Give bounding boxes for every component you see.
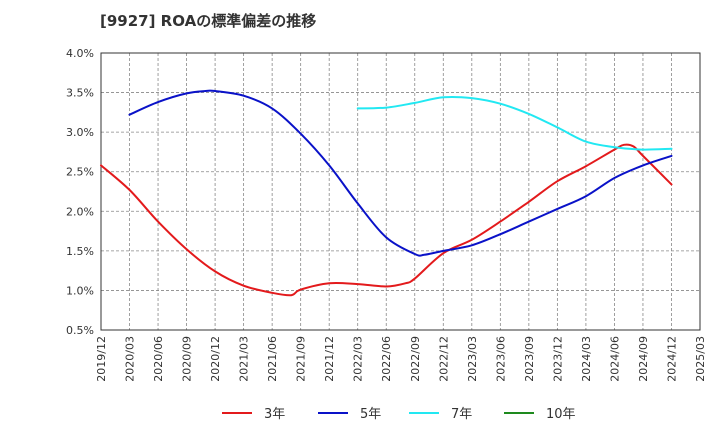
legend-label-1: 3年: [264, 407, 285, 422]
y-tick-label: 3.0%: [66, 126, 94, 139]
x-tick-label: 2020/09: [181, 336, 194, 382]
chart-title: [9927] ROAの標準偏差の推移: [100, 12, 317, 30]
y-tick-label: 1.0%: [66, 284, 94, 297]
y-tick-label: 2.5%: [66, 166, 94, 179]
y-tick-label: 4.0%: [66, 47, 94, 60]
x-tick-label: 2024/09: [637, 336, 650, 382]
series-line-1: [100, 143, 673, 297]
series-layer: [100, 89, 673, 297]
x-tick-label: 2024/06: [608, 336, 621, 382]
x-tick-label: 2024/03: [580, 336, 593, 382]
x-tick-label: 2025/03: [694, 336, 707, 382]
plot-area: [101, 53, 700, 330]
x-tick-label: 2020/03: [124, 336, 137, 382]
x-tick-label: 2021/12: [323, 336, 336, 382]
x-tick-label: 2021/09: [295, 336, 308, 382]
legend: 3年 5年 7年 10年: [222, 407, 576, 422]
x-tick-label: 2022/06: [380, 336, 393, 382]
x-tick-label: 2023/06: [494, 336, 507, 382]
y-tick-label: 3.5%: [66, 87, 94, 100]
grid-layer: [101, 53, 700, 330]
x-tick-label: 2019/12: [95, 336, 108, 382]
series-line-2: [128, 89, 673, 257]
plot-frame: [100, 52, 701, 331]
x-tick-label: 2020/12: [209, 336, 222, 382]
legend-label-2: 5年: [360, 407, 381, 422]
x-tick-label: 2021/06: [266, 336, 279, 382]
legend-label-3: 7年: [451, 407, 472, 422]
x-tick-label: 2022/12: [437, 336, 450, 382]
x-tick-label: 2023/09: [523, 336, 536, 382]
x-tick-label: 2022/09: [409, 336, 422, 382]
y-tick-label: 2.0%: [66, 205, 94, 218]
x-tick-label: 2022/03: [352, 336, 365, 382]
y-tick-label: 0.5%: [66, 324, 94, 337]
x-tick-label: 2024/12: [665, 336, 678, 382]
x-tick-label: 2023/12: [551, 336, 564, 382]
x-tick-label: 2023/03: [466, 336, 479, 382]
y-tick-label: 1.5%: [66, 245, 94, 258]
x-tick-label: 2020/06: [152, 336, 165, 382]
axis-layer: 2019/12 2020/03 2020/06 2020/09 2020/12 2021/…: [66, 47, 707, 382]
series-line-3: [356, 95, 673, 151]
x-tick-label: 2021/03: [238, 336, 251, 382]
legend-label-4: 10年: [546, 407, 576, 422]
